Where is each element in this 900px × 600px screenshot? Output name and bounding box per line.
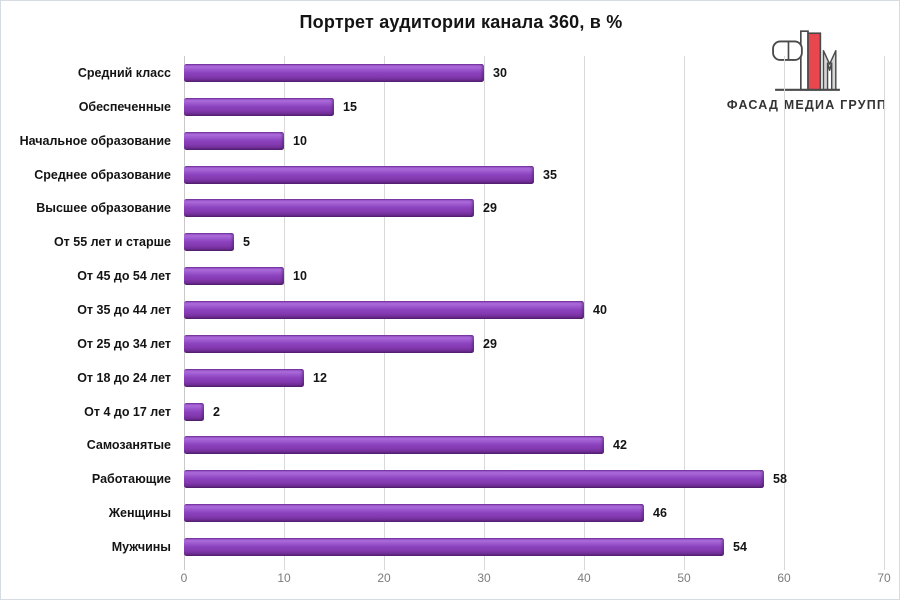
chart-row: Среднее образование 35 xyxy=(1,158,899,192)
gridline-70 xyxy=(884,56,885,570)
chart-row: От 25 до 34 лет 29 xyxy=(1,327,899,361)
gridline-40 xyxy=(584,56,585,570)
bar-value-label: 58 xyxy=(773,472,787,487)
category-label: Обеспеченные xyxy=(78,99,171,114)
category-label: Высшее образование xyxy=(36,201,171,216)
x-tick-label-50: 50 xyxy=(677,571,691,585)
category-label: Самозанятые xyxy=(86,438,171,453)
bar-value-label: 30 xyxy=(493,65,507,80)
category-label: От 25 до 34 лет xyxy=(77,336,171,351)
chart-row: От 4 до 17 лет 2 xyxy=(1,395,899,429)
gridline-60 xyxy=(784,56,785,570)
category-label: Женщины xyxy=(108,506,171,521)
bar-value-label: 10 xyxy=(293,133,307,148)
bar-12 xyxy=(184,436,604,455)
x-tick-label-40: 40 xyxy=(577,571,591,585)
bar-value-label: 54 xyxy=(733,539,747,554)
chart-row: От 55 лет и старше 5 xyxy=(1,225,899,259)
bar-5 xyxy=(184,199,474,218)
category-label: Работающие xyxy=(91,472,171,487)
chart-row: От 45 до 54 лет 10 xyxy=(1,259,899,293)
bar-11 xyxy=(184,402,204,421)
bar-2 xyxy=(184,97,334,116)
gridline-50 xyxy=(684,56,685,570)
bar-4 xyxy=(184,165,534,184)
bar-6 xyxy=(184,233,234,252)
chart-row: Начальное образование 10 xyxy=(1,124,899,158)
bar-value-label: 29 xyxy=(483,336,497,351)
chart-row: Высшее образование 29 xyxy=(1,191,899,225)
x-axis: 0 10 20 30 40 50 60 70 xyxy=(1,571,899,591)
category-label: От 55 лет и старше xyxy=(53,235,171,250)
x-tick-label-70: 70 xyxy=(877,571,891,585)
bar-10 xyxy=(184,368,304,387)
x-tick-label-10: 10 xyxy=(277,571,291,585)
bar-value-label: 46 xyxy=(653,506,667,521)
bar-value-label: 40 xyxy=(593,302,607,317)
chart-row: Самозанятые 42 xyxy=(1,428,899,462)
category-label: От 18 до 24 лет xyxy=(77,370,171,385)
category-label: От 35 до 44 лет xyxy=(77,302,171,317)
x-tick-label-60: 60 xyxy=(777,571,791,585)
chart-row: От 35 до 44 лет 40 xyxy=(1,293,899,327)
bar-value-label: 2 xyxy=(213,404,220,419)
category-label: Среднее образование xyxy=(34,167,171,182)
x-tick-label-20: 20 xyxy=(377,571,391,585)
chart-row: От 18 до 24 лет 12 xyxy=(1,361,899,395)
bar-15 xyxy=(184,537,724,556)
company-logo: ФАСАД МЕДИА ГРУПП xyxy=(721,29,893,112)
x-tick-label-30: 30 xyxy=(477,571,491,585)
bar-14 xyxy=(184,504,644,523)
chart-row: Работающие 58 xyxy=(1,462,899,496)
bar-7 xyxy=(184,267,284,286)
bar-value-label: 35 xyxy=(543,167,557,182)
bar-value-label: 12 xyxy=(313,370,327,385)
chart-row: Средний класс 30 xyxy=(1,56,899,90)
category-label: От 45 до 54 лет xyxy=(77,269,171,284)
bar-value-label: 10 xyxy=(293,269,307,284)
bar-1 xyxy=(184,63,484,82)
category-label: Начальное образование xyxy=(19,133,171,148)
company-logo-text: ФАСАД МЕДИА ГРУПП xyxy=(726,98,888,112)
chart-row: Женщины 46 xyxy=(1,496,899,530)
bar-9 xyxy=(184,334,474,353)
bar-value-label: 42 xyxy=(613,438,627,453)
category-label: Средний класс xyxy=(77,65,171,80)
category-label: От 4 до 17 лет xyxy=(84,404,171,419)
chart-rows: Средний класс 30 Обеспеченные 15 Начальное о… xyxy=(1,56,899,564)
bar-value-label: 29 xyxy=(483,201,497,216)
bar-value-label: 15 xyxy=(343,99,357,114)
chart-row: Мужчины 54 xyxy=(1,530,899,564)
bar-13 xyxy=(184,470,764,489)
chart-row: Обеспеченные 15 xyxy=(1,90,899,124)
category-label: Мужчины xyxy=(111,539,171,554)
bar-value-label: 5 xyxy=(243,235,250,250)
fasad-media-logo-icon xyxy=(772,30,840,91)
bar-8 xyxy=(184,300,584,319)
chart-title: Портрет аудитории канала 360, в % xyxy=(299,12,623,32)
x-tick-label-0: 0 xyxy=(180,571,188,585)
bar-3 xyxy=(184,131,284,150)
